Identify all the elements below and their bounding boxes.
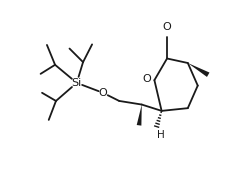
Polygon shape [136,104,141,126]
Text: Si: Si [71,78,82,88]
Polygon shape [187,63,209,77]
Text: O: O [98,88,107,98]
Text: O: O [162,22,171,32]
Text: H: H [156,130,164,140]
Text: O: O [142,74,150,84]
